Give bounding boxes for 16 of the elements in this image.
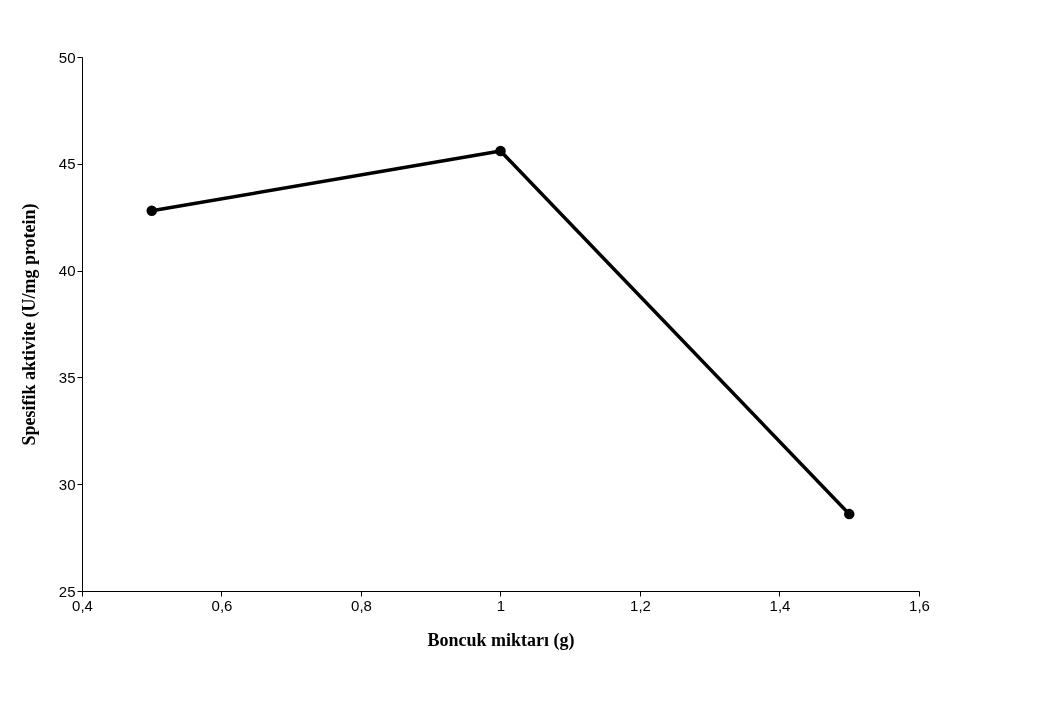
y-tick-label: 40: [58, 262, 76, 280]
point: [844, 508, 855, 520]
point: [495, 145, 506, 157]
x-tick-label: 1,6: [909, 596, 930, 614]
x-tick-label: 0,8: [351, 596, 372, 614]
y-tick-label: 35: [58, 368, 76, 386]
x-axis-title: Boncuk miktarı (g): [427, 629, 575, 651]
y-tick-label: 30: [58, 475, 76, 493]
x-tick-label: 0,6: [211, 596, 233, 614]
y-tick-label: 50: [58, 48, 76, 66]
x-tick-label: 1,2: [630, 596, 651, 614]
x-tick-label: 1,4: [769, 596, 791, 614]
x-tick-label: 1: [496, 596, 506, 614]
y-tick-label: 45: [58, 155, 76, 173]
y-axis-title: Spesifik aktivite (U/mg protein): [18, 203, 40, 446]
point: [146, 205, 157, 217]
